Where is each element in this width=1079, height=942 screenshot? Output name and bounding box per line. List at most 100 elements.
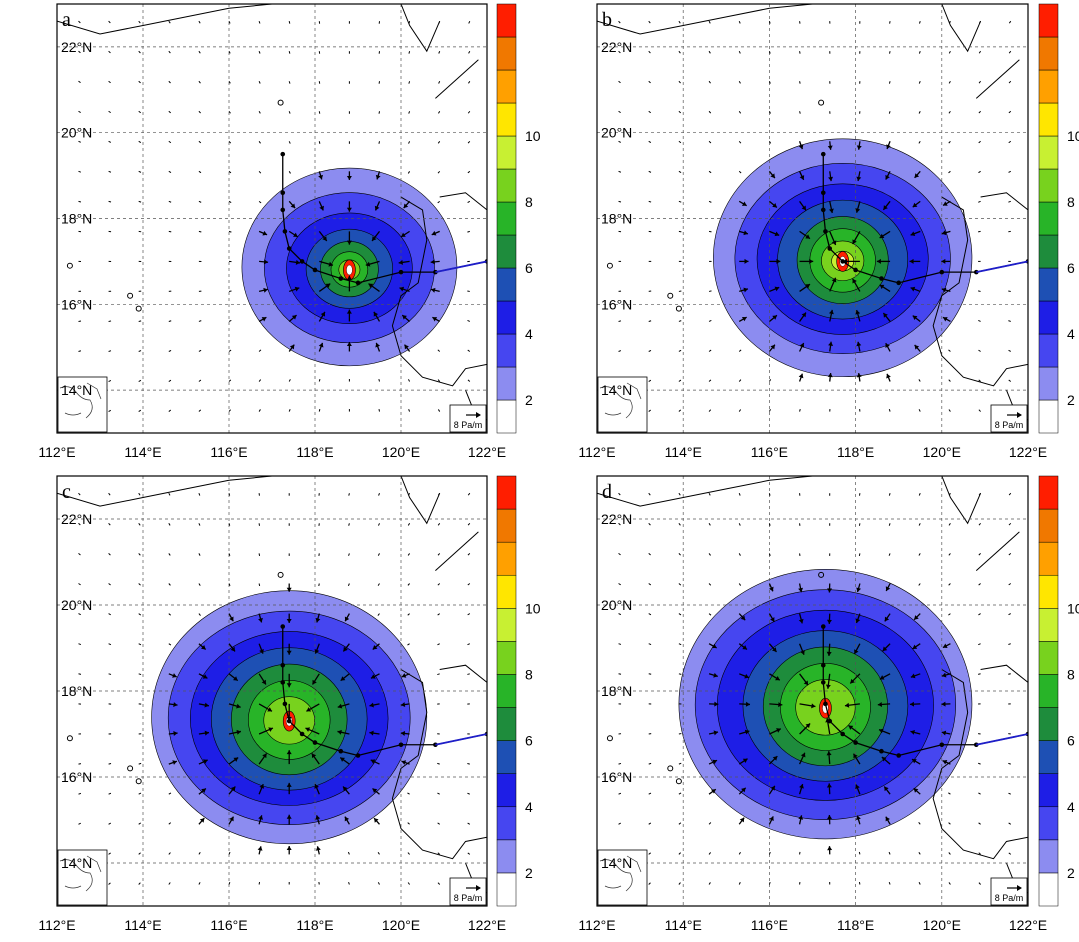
wind-vector-head (286, 814, 292, 819)
wind-vector (648, 882, 651, 885)
island-2 (675, 305, 682, 312)
track-point-7 (827, 718, 833, 724)
wind-vector-head (825, 684, 831, 689)
wind-vector-head (328, 261, 333, 267)
wind-vector (198, 493, 201, 496)
wind-vector (138, 522, 141, 526)
inset-coastline (599, 382, 642, 419)
wind-vector-head (286, 782, 292, 787)
wind-vector (768, 493, 771, 496)
track-point-4 (879, 276, 884, 281)
wind-vector-head (768, 586, 774, 592)
wind-vector (78, 553, 81, 556)
wind-vector-head (909, 701, 915, 707)
wind-vector-head (294, 286, 300, 292)
colorbar-swatch (496, 541, 517, 576)
wind-vector-head (827, 814, 833, 820)
wind-vector (948, 80, 951, 84)
inset-locator-map (57, 376, 108, 433)
wind-vector (948, 822, 951, 825)
wind-vector-head (372, 644, 378, 650)
wind-vector-head (315, 617, 321, 623)
wind-vector-head (742, 645, 747, 650)
wind-vector-head (884, 786, 889, 792)
wind-vector (978, 110, 981, 114)
wind-vector-head (826, 619, 832, 624)
panel-letter: c (62, 481, 71, 503)
wind-vector (978, 50, 982, 54)
wind-vector-head (798, 373, 804, 379)
wind-vector-head (854, 649, 859, 654)
wind-vector-head (910, 729, 915, 735)
colorbar-label: 8 (525, 194, 533, 210)
panel-letter: b (602, 9, 612, 31)
wind-vector (768, 553, 771, 556)
wind-vector (348, 523, 350, 526)
wind-vector (648, 762, 652, 765)
lat-tick-label: 14°N (601, 855, 632, 871)
wind-vector-head (319, 205, 324, 211)
wind-vector (407, 643, 410, 646)
wind-vector-head (401, 232, 406, 237)
inset-locator-map (57, 849, 108, 906)
wind-vector (1008, 613, 1011, 616)
wind-vector (1008, 170, 1011, 173)
track-point-7 (286, 246, 292, 251)
wind-vector (168, 583, 171, 586)
wind-vector (799, 409, 801, 412)
wind-vector (407, 882, 411, 885)
wind-vector (888, 851, 891, 855)
wind-vector (888, 81, 891, 84)
wind-vector (467, 643, 470, 646)
wind-vector (708, 379, 712, 382)
island-2 (135, 778, 142, 785)
wind-vector (78, 673, 82, 675)
wind-vector (648, 110, 652, 114)
wind-vector-head (404, 344, 409, 350)
wind-vector (918, 583, 921, 586)
wind-vector (168, 320, 172, 322)
lat-tick-label: 20°N (61, 597, 92, 613)
track-segment-blue (976, 260, 1028, 274)
wind-vector (288, 141, 291, 144)
wind-vector-head (286, 683, 292, 688)
wind-vector-head (236, 703, 241, 709)
colorbar-swatch (1038, 102, 1059, 137)
wind-vector (108, 380, 112, 382)
wind-vector (648, 852, 651, 855)
wind-vector (678, 409, 682, 412)
wind-vector (198, 583, 201, 586)
track-point-10 (820, 662, 826, 668)
coastline-0 (597, 4, 813, 35)
wind-vector-head (346, 240, 352, 245)
eye-center (346, 264, 353, 276)
wind-vector (78, 522, 81, 526)
wind-vector (978, 409, 981, 412)
colorbar-swatch (1038, 201, 1059, 236)
wind-vector (768, 81, 771, 84)
track-point-4 (879, 748, 884, 754)
inset-locator-map (597, 376, 648, 433)
wind-vector (858, 851, 861, 855)
wind-vector (768, 379, 772, 382)
wind-vector-head (257, 846, 263, 851)
wind-vector (948, 852, 951, 855)
wind-vector-head (778, 702, 783, 708)
wind-vector (1008, 762, 1011, 765)
wind-vector (1008, 20, 1012, 24)
colorbar-swatch (496, 36, 517, 71)
wind-vector (288, 379, 291, 382)
wind-vector-head (311, 753, 317, 759)
wind-vector (468, 80, 471, 84)
wind-vector (138, 492, 141, 496)
wind-vector-head (827, 846, 833, 851)
wind-vector (618, 822, 621, 825)
wind-vector (978, 80, 981, 84)
wind-vector (438, 50, 441, 54)
wind-vector (438, 20, 441, 24)
wind-vector-head (346, 275, 352, 280)
wind-vector (108, 553, 111, 556)
wind-vector-head (713, 730, 719, 736)
wind-vector (348, 881, 350, 885)
wind-vector-head (322, 236, 327, 241)
